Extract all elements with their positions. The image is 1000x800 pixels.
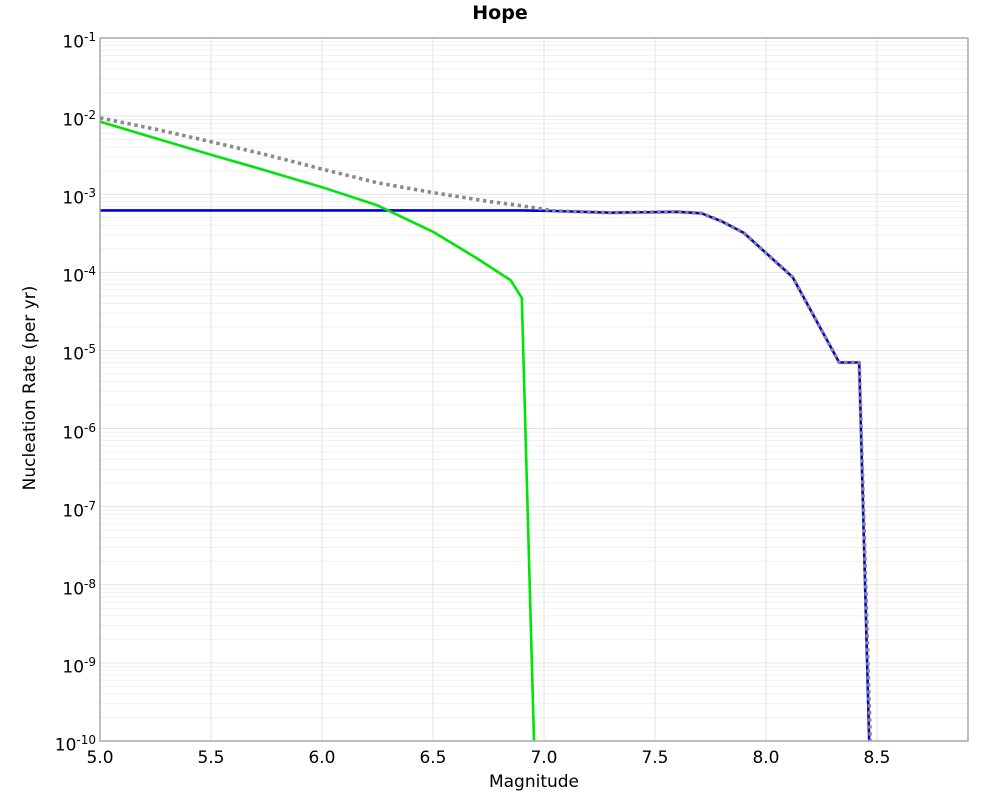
y-tick-label: 10-6 [62, 420, 96, 444]
x-tick-label: 8.0 [752, 748, 780, 768]
y-tick-label: 10-8 [62, 576, 96, 600]
x-tick-label: 8.5 [863, 748, 891, 768]
series-line-green-solid [100, 120, 536, 741]
x-tick-label: 7.0 [530, 748, 558, 768]
y-tick-label: 10-4 [62, 264, 96, 287]
y-tick-label: 10-9 [62, 654, 96, 678]
series-line-blue-solid [100, 209, 871, 741]
chart-title: Hope [472, 2, 528, 24]
y-tick-label: 10-1 [62, 30, 96, 53]
y-tick-label: 10-7 [62, 498, 96, 522]
x-tick-label: 5.5 [197, 748, 225, 768]
plot-frame [99, 37, 969, 742]
x-axis-label: Magnitude [488, 772, 580, 792]
y-tick-label: 10-5 [62, 342, 96, 366]
x-tick-label: 6.5 [419, 748, 447, 768]
x-tick-label: 7.5 [641, 748, 669, 768]
y-tick-label: 10-3 [62, 186, 96, 209]
x-tick-label: 5.0 [86, 748, 114, 768]
y-tick-label: 10-10 [54, 733, 96, 756]
x-tick-label: 6.0 [308, 748, 336, 768]
y-tick-label: 10-2 [62, 108, 96, 131]
series-line-gray-dotted [100, 116, 873, 741]
